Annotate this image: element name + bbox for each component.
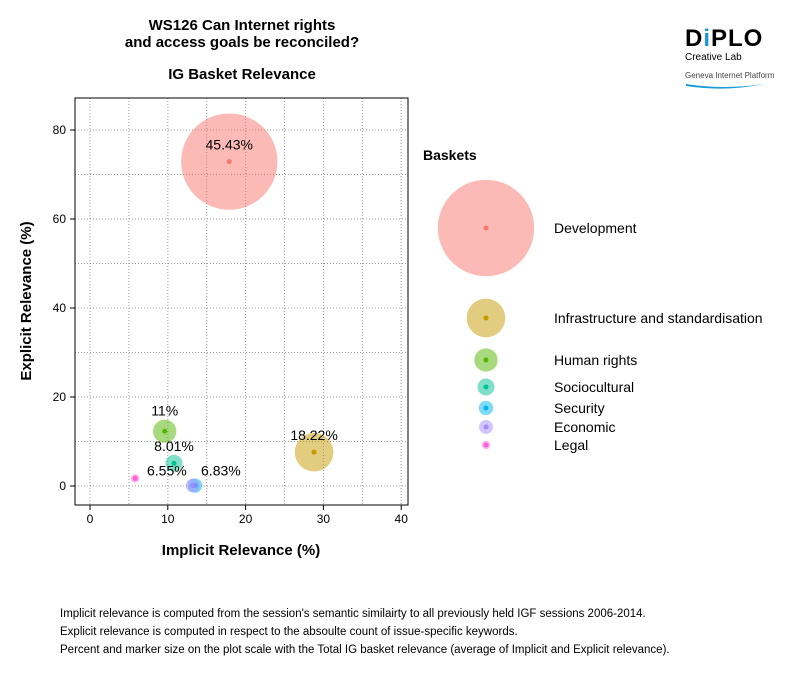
legend-label: Infrastructure and standardisation <box>554 310 763 326</box>
y-tick-label: 40 <box>53 301 67 315</box>
x-tick-label: 10 <box>161 512 175 526</box>
legend-label: Legal <box>554 437 588 453</box>
footnote-3: Percent and marker size on the plot scal… <box>60 644 670 656</box>
legend-label: Sociocultural <box>554 379 634 395</box>
legend-label: Human rights <box>554 352 637 368</box>
legend-key-center <box>483 384 489 390</box>
y-axis-label: Explicit Relevance (%) <box>18 221 35 380</box>
data-label: 18.22% <box>290 427 337 443</box>
bubble-center <box>162 428 168 434</box>
data-label: 45.43% <box>206 137 253 153</box>
legend-label: Development <box>554 220 637 236</box>
chart-title-line-1: WS126 Can Internet rights <box>149 17 336 34</box>
bubble-center <box>132 475 138 481</box>
data-label: 6.83% <box>201 463 241 479</box>
x-tick-label: 20 <box>239 512 253 526</box>
bubble-chart: WS126 Can Internet rights and access goa… <box>18 17 775 559</box>
svg-text:DiPLO: DiPLO <box>685 25 763 52</box>
bubble-center <box>226 159 232 165</box>
bubble-center <box>171 460 177 466</box>
x-axis-label: Implicit Relevance (%) <box>162 542 320 559</box>
logo-platform: Geneva Internet Platform <box>685 71 775 80</box>
y-tick-label: 0 <box>59 479 66 493</box>
chart-subtitle: IG Basket Relevance <box>168 66 316 83</box>
logo-sub: Creative Lab <box>685 52 742 63</box>
legend-key-center <box>483 405 489 411</box>
legend-key-center <box>483 315 489 321</box>
footnote-1: Implicit relevance is computed from the … <box>60 608 646 620</box>
legend-key-center <box>483 442 489 448</box>
chart-title-line-2: and access goals be reconciled? <box>125 34 359 51</box>
legend-label: Economic <box>554 419 615 435</box>
x-tick-label: 0 <box>87 512 94 526</box>
data-label: 8.01% <box>154 438 194 454</box>
plot-border <box>74 97 409 506</box>
legend-title: Baskets <box>423 147 477 163</box>
y-tick-label: 80 <box>53 123 67 137</box>
y-tick-label: 20 <box>53 390 67 404</box>
legend-key-center <box>483 357 489 363</box>
data-label: 6.55% <box>147 463 187 479</box>
legend-label: Security <box>554 400 605 416</box>
legend-key-center <box>483 424 489 430</box>
footnote-2: Explicit relevance is computed in respec… <box>60 626 518 638</box>
x-tick-label: 30 <box>317 512 331 526</box>
diplo-logo: DiPLO Creative Lab Geneva Internet Platf… <box>685 25 775 89</box>
bubble-center <box>190 483 196 489</box>
y-tick-label: 60 <box>53 212 67 226</box>
data-label: 11% <box>151 403 178 419</box>
legend-key-center <box>483 225 489 231</box>
bubble-center <box>311 449 317 455</box>
x-tick-label: 40 <box>395 512 409 526</box>
